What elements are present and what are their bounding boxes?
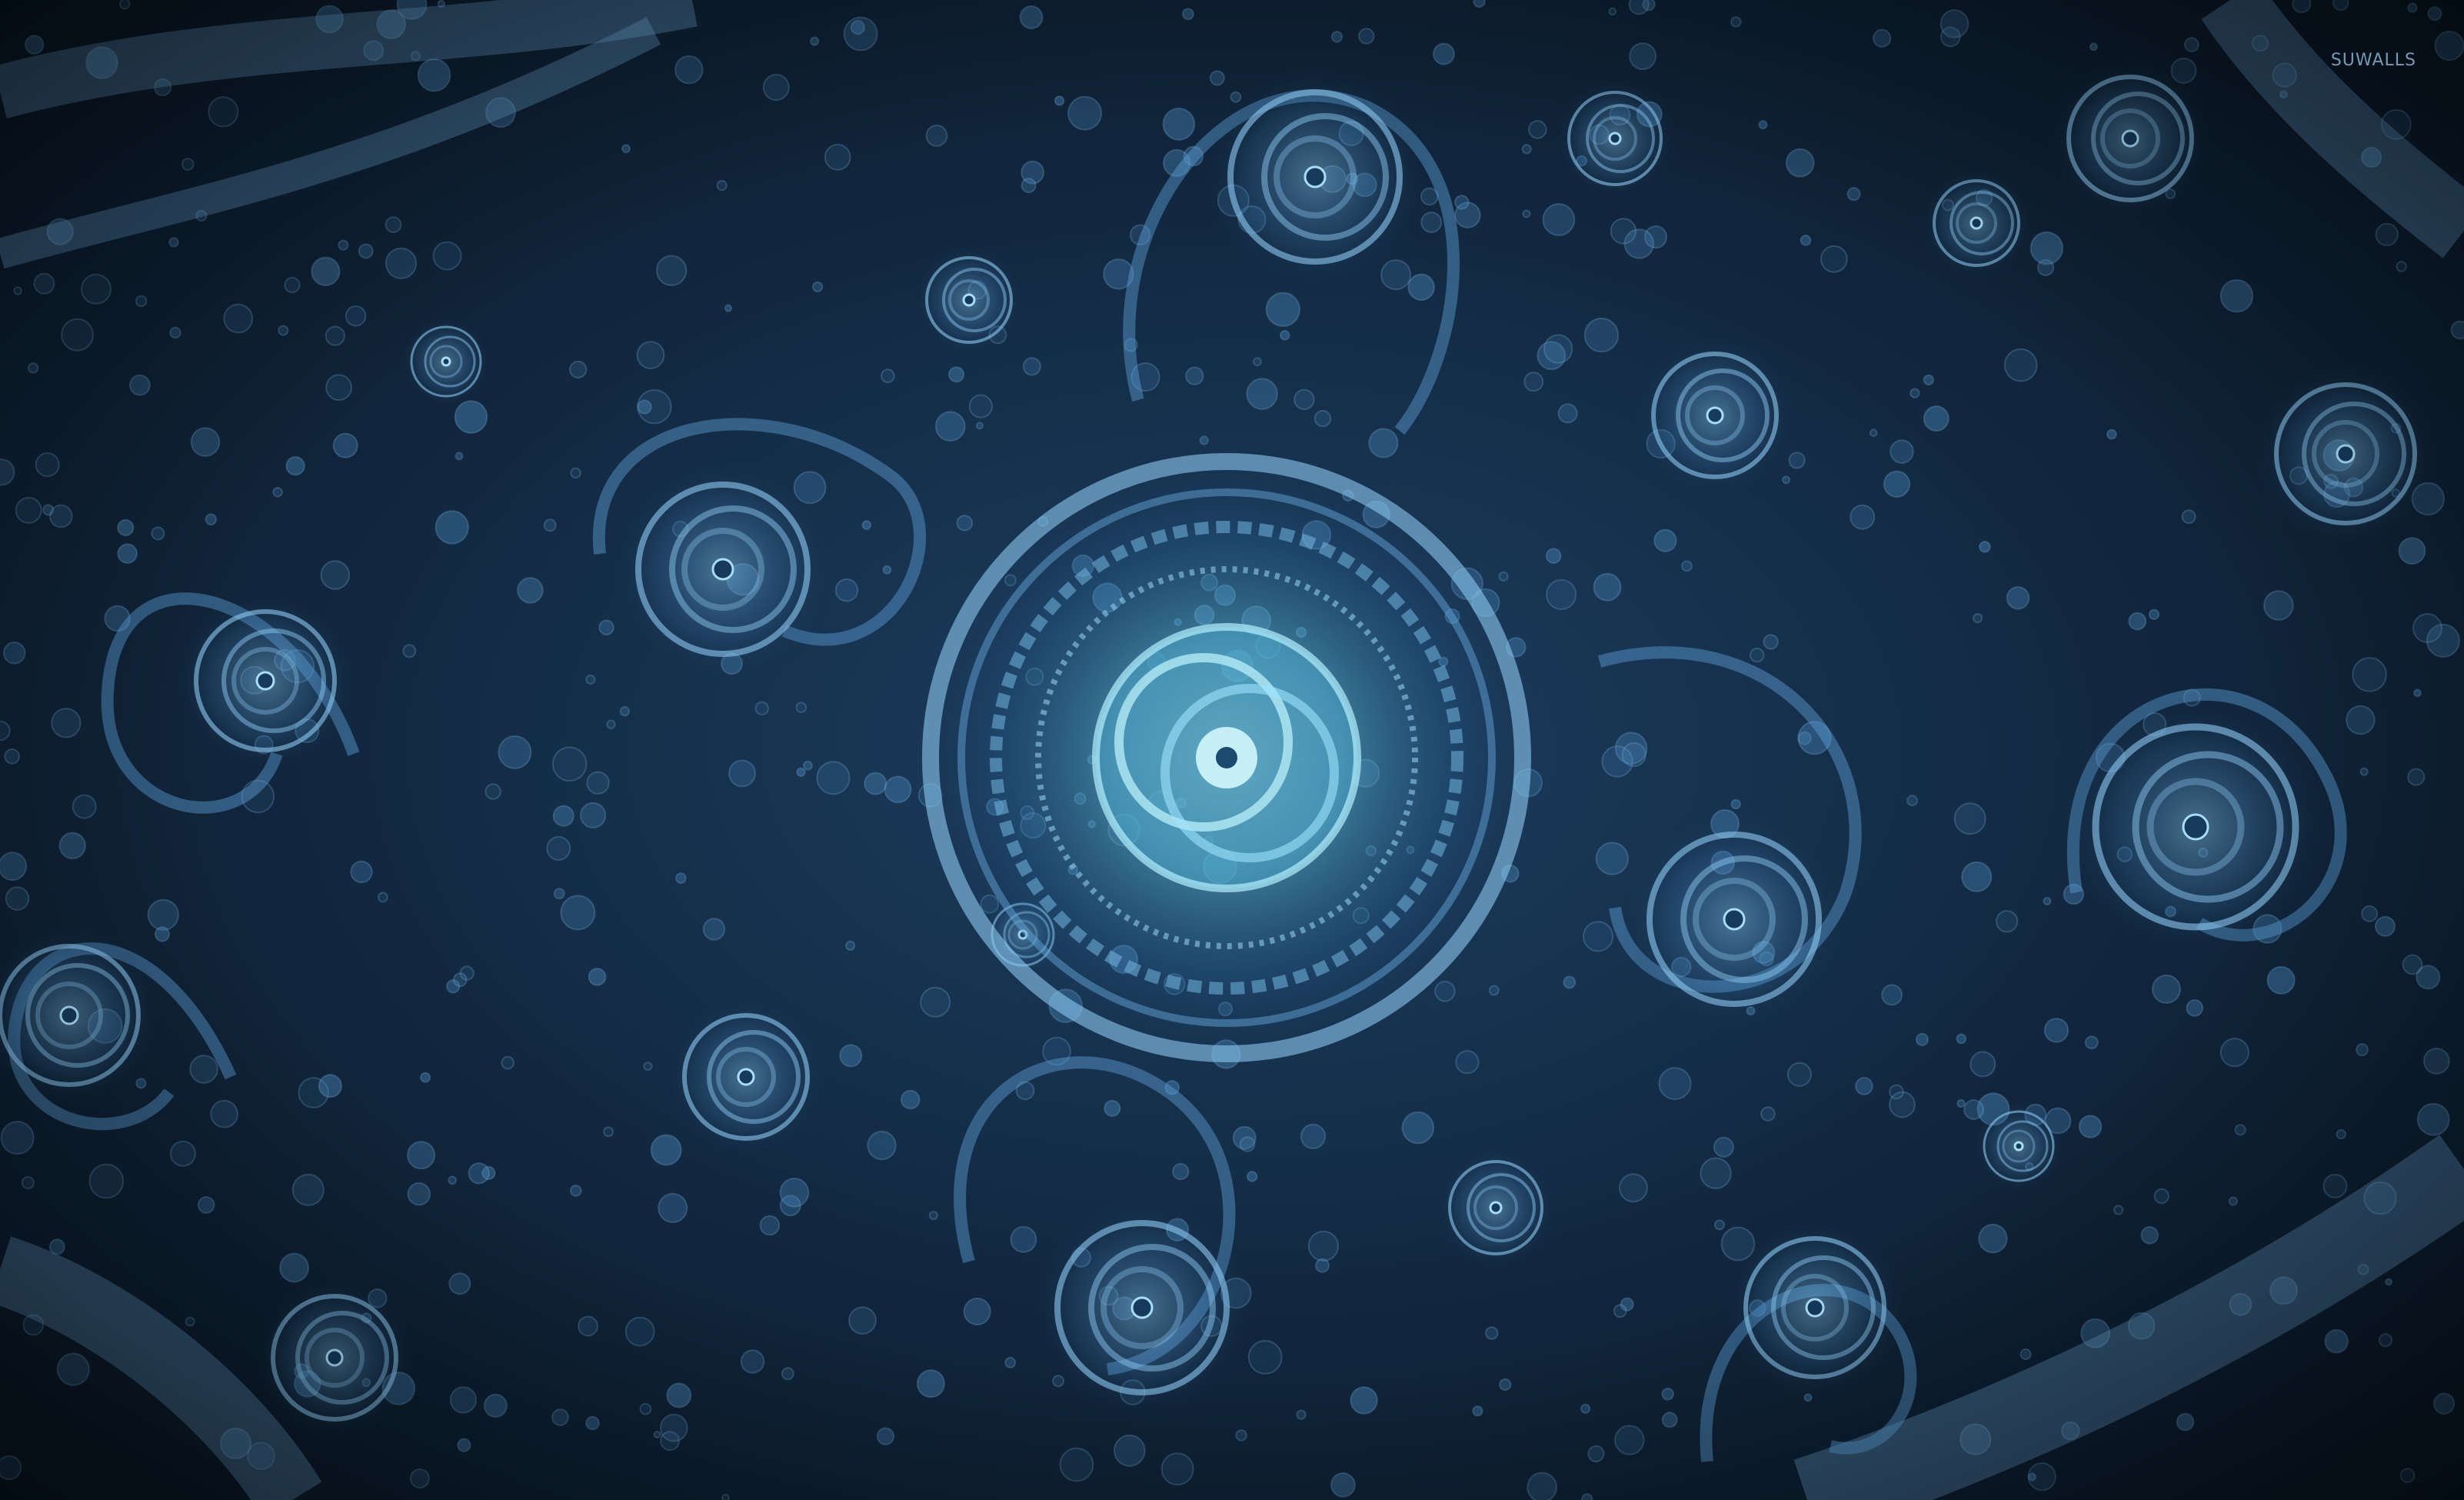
watermark-text: SUWALLS (2330, 51, 2416, 70)
